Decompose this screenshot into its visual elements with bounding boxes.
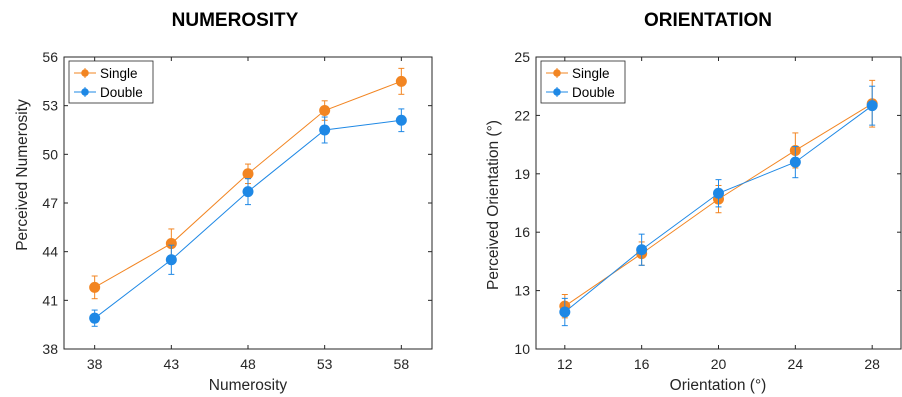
data-point bbox=[319, 124, 331, 136]
x-tick-label: 48 bbox=[240, 356, 256, 372]
legend-label: Double bbox=[100, 85, 143, 100]
series-double bbox=[559, 85, 878, 327]
legend-label: Single bbox=[100, 66, 138, 81]
y-tick-label: 38 bbox=[42, 341, 58, 357]
data-point bbox=[319, 105, 331, 117]
data-point bbox=[789, 156, 801, 168]
series-line bbox=[94, 119, 402, 319]
x-tick-label: 16 bbox=[634, 356, 650, 372]
y-tick-label: 19 bbox=[514, 166, 530, 182]
legend: Single Double bbox=[68, 60, 154, 104]
x-tick-label: 38 bbox=[87, 356, 103, 372]
legend-label: Double bbox=[572, 85, 615, 100]
y-axis-label: Perceived Numerosity bbox=[14, 99, 31, 251]
data-point bbox=[559, 306, 571, 318]
legend-box bbox=[540, 60, 626, 104]
numerosity-chart: NUMEROSITY Numerosity Perceived Numerosi… bbox=[14, 10, 433, 394]
x-axis-label: Numerosity bbox=[209, 377, 288, 394]
x-tick-label: 53 bbox=[317, 356, 333, 372]
orientation-chart: ORIENTATION Orientation (°) Perceived Or… bbox=[485, 10, 902, 394]
data-point bbox=[165, 238, 177, 250]
y-tick-label: 16 bbox=[514, 224, 530, 240]
x-tick-label: 28 bbox=[864, 356, 880, 372]
y-tick-label: 50 bbox=[42, 146, 58, 162]
legend-marker bbox=[553, 69, 561, 77]
data-point bbox=[89, 312, 101, 324]
x-tick-label: 58 bbox=[394, 356, 410, 372]
data-point bbox=[242, 186, 254, 198]
data-point bbox=[636, 244, 648, 256]
legend-marker bbox=[553, 88, 561, 96]
y-tick-label: 53 bbox=[42, 98, 58, 114]
y-tick-label: 47 bbox=[42, 195, 58, 211]
y-tick-label: 13 bbox=[514, 283, 530, 299]
legend-marker bbox=[81, 88, 89, 96]
x-tick-label: 20 bbox=[711, 356, 727, 372]
data-point bbox=[165, 254, 177, 266]
series-single bbox=[89, 67, 407, 300]
y-axis-label: Perceived Orientation (°) bbox=[485, 120, 502, 290]
x-tick-label: 24 bbox=[788, 356, 804, 372]
y-tick-label: 44 bbox=[42, 244, 58, 260]
data-point bbox=[713, 187, 724, 199]
legend: Single Double bbox=[540, 60, 626, 104]
chart-title: NUMEROSITY bbox=[172, 10, 299, 31]
data-point bbox=[395, 114, 407, 126]
y-tick-label: 41 bbox=[42, 292, 58, 308]
y-tick-label: 25 bbox=[514, 49, 530, 65]
legend-marker bbox=[81, 69, 89, 77]
x-tick-label: 12 bbox=[557, 356, 573, 372]
data-point bbox=[866, 100, 878, 112]
data-point bbox=[242, 168, 254, 180]
x-tick-label: 43 bbox=[164, 356, 180, 372]
series-double bbox=[89, 108, 407, 327]
y-tick-label: 22 bbox=[514, 107, 530, 123]
chart-title: ORIENTATION bbox=[644, 10, 772, 31]
y-tick-label: 10 bbox=[514, 341, 530, 357]
legend-label: Single bbox=[572, 66, 610, 81]
legend-box bbox=[68, 60, 154, 104]
x-axis-label: Orientation (°) bbox=[670, 377, 767, 394]
y-tick-label: 56 bbox=[42, 49, 58, 65]
data-point bbox=[89, 281, 101, 293]
data-point bbox=[395, 75, 407, 87]
